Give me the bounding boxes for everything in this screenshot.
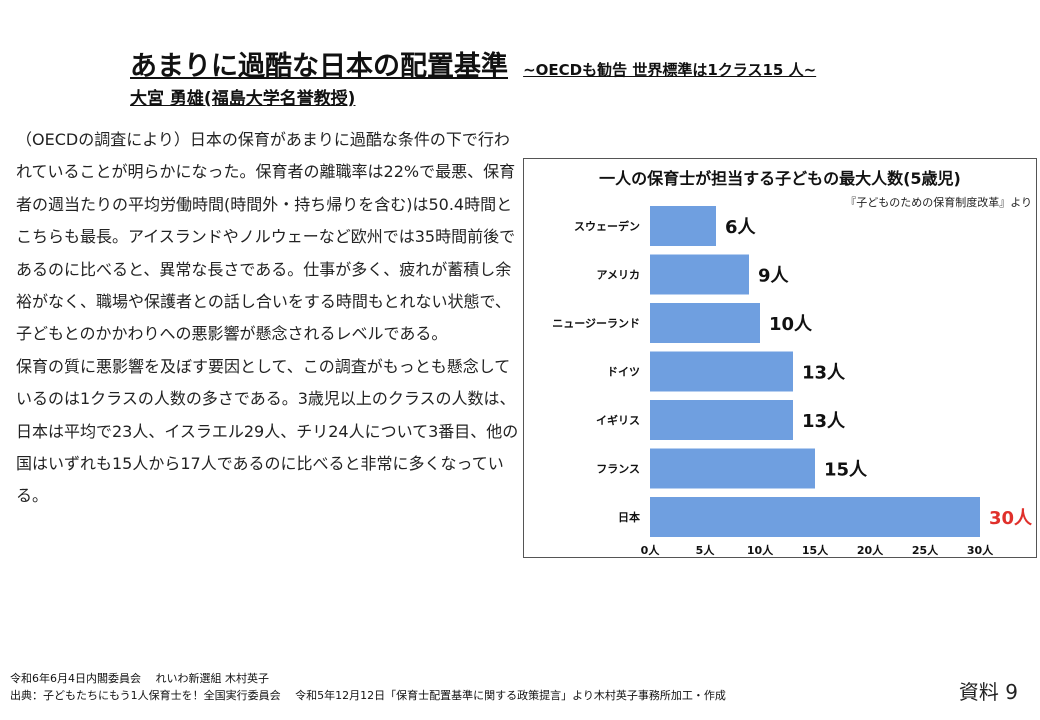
data-label: 30人	[989, 508, 1033, 529]
category-label: 日本	[618, 510, 640, 524]
data-label: 13人	[802, 363, 846, 384]
x-tick-label: 10人	[747, 543, 774, 557]
x-tick-label: 25人	[912, 543, 939, 557]
bar	[650, 351, 793, 392]
bar	[650, 497, 980, 537]
bar	[650, 254, 749, 295]
title-line: あまりに過酷な日本の配置基準 ~OECDも勧告 世界標準は1クラス15 人~	[130, 44, 816, 83]
data-label: 6人	[725, 217, 757, 238]
document-label: 資料 9	[958, 680, 1018, 704]
body-paragraph-1: （OECDの調査により）日本の保育があまりに過酷な条件の下で行われていることが明…	[16, 130, 516, 344]
category-label: イギリス	[596, 413, 640, 427]
chart-canvas: 一人の保育士が担当する子どもの最大人数(5歳児) 『子どものための保育制度改革』…	[552, 169, 1033, 557]
category-label: ニュージーランド	[552, 317, 640, 330]
bar	[650, 206, 716, 246]
page-subtitle: ~OECDも勧告 世界標準は1クラス15 人~	[523, 61, 817, 79]
x-tick-label: 30人	[967, 543, 994, 557]
category-label: アメリカ	[597, 269, 640, 282]
footer-line-2: 出典：子どもたちにもう1人保育士を！全国実行委員会 令和5年12月12日「保育士…	[10, 689, 726, 702]
body-text: （OECDの調査により）日本の保育があまりに過酷な条件の下で行われていることが明…	[16, 124, 522, 513]
bar	[650, 448, 815, 489]
data-label: 9人	[758, 266, 790, 287]
body-paragraph-2: 保育の質に悪影響を及ぼす要因として、この調査がもっとも懸念しているのは1クラスの…	[16, 356, 519, 506]
x-tick-label: 20人	[857, 543, 884, 557]
x-tick-label: 5人	[696, 543, 716, 557]
footer-line-1: 令和6年6月4日内閣委員会 れいわ新選組 木村英子	[10, 672, 269, 685]
data-label: 15人	[824, 460, 868, 481]
x-tick-label: 15人	[802, 543, 829, 557]
bar	[650, 303, 760, 343]
footer: 令和6年6月4日内閣委員会 れいわ新選組 木村英子 出典：子どもたちにもう1人保…	[10, 670, 726, 704]
x-tick-label: 0人	[641, 543, 661, 557]
chart-title: 一人の保育士が担当する子どもの最大人数(5歳児)	[599, 169, 961, 188]
bar-chart: 一人の保育士が担当する子どもの最大人数(5歳児) 『子どものための保育制度改革』…	[523, 158, 1037, 558]
author: 大宮 勇雄(福島大学名誉教授)	[130, 89, 356, 109]
category-label: ドイツ	[607, 366, 640, 379]
data-label: 13人	[802, 411, 846, 432]
chart-source-note: 『子どものための保育制度改革』より	[845, 195, 1032, 209]
category-label: フランス	[596, 463, 640, 476]
data-label: 10人	[769, 314, 813, 335]
category-label: スウェーデン	[574, 219, 640, 233]
page-title: あまりに過酷な日本の配置基準	[130, 51, 508, 82]
bar	[650, 400, 793, 440]
